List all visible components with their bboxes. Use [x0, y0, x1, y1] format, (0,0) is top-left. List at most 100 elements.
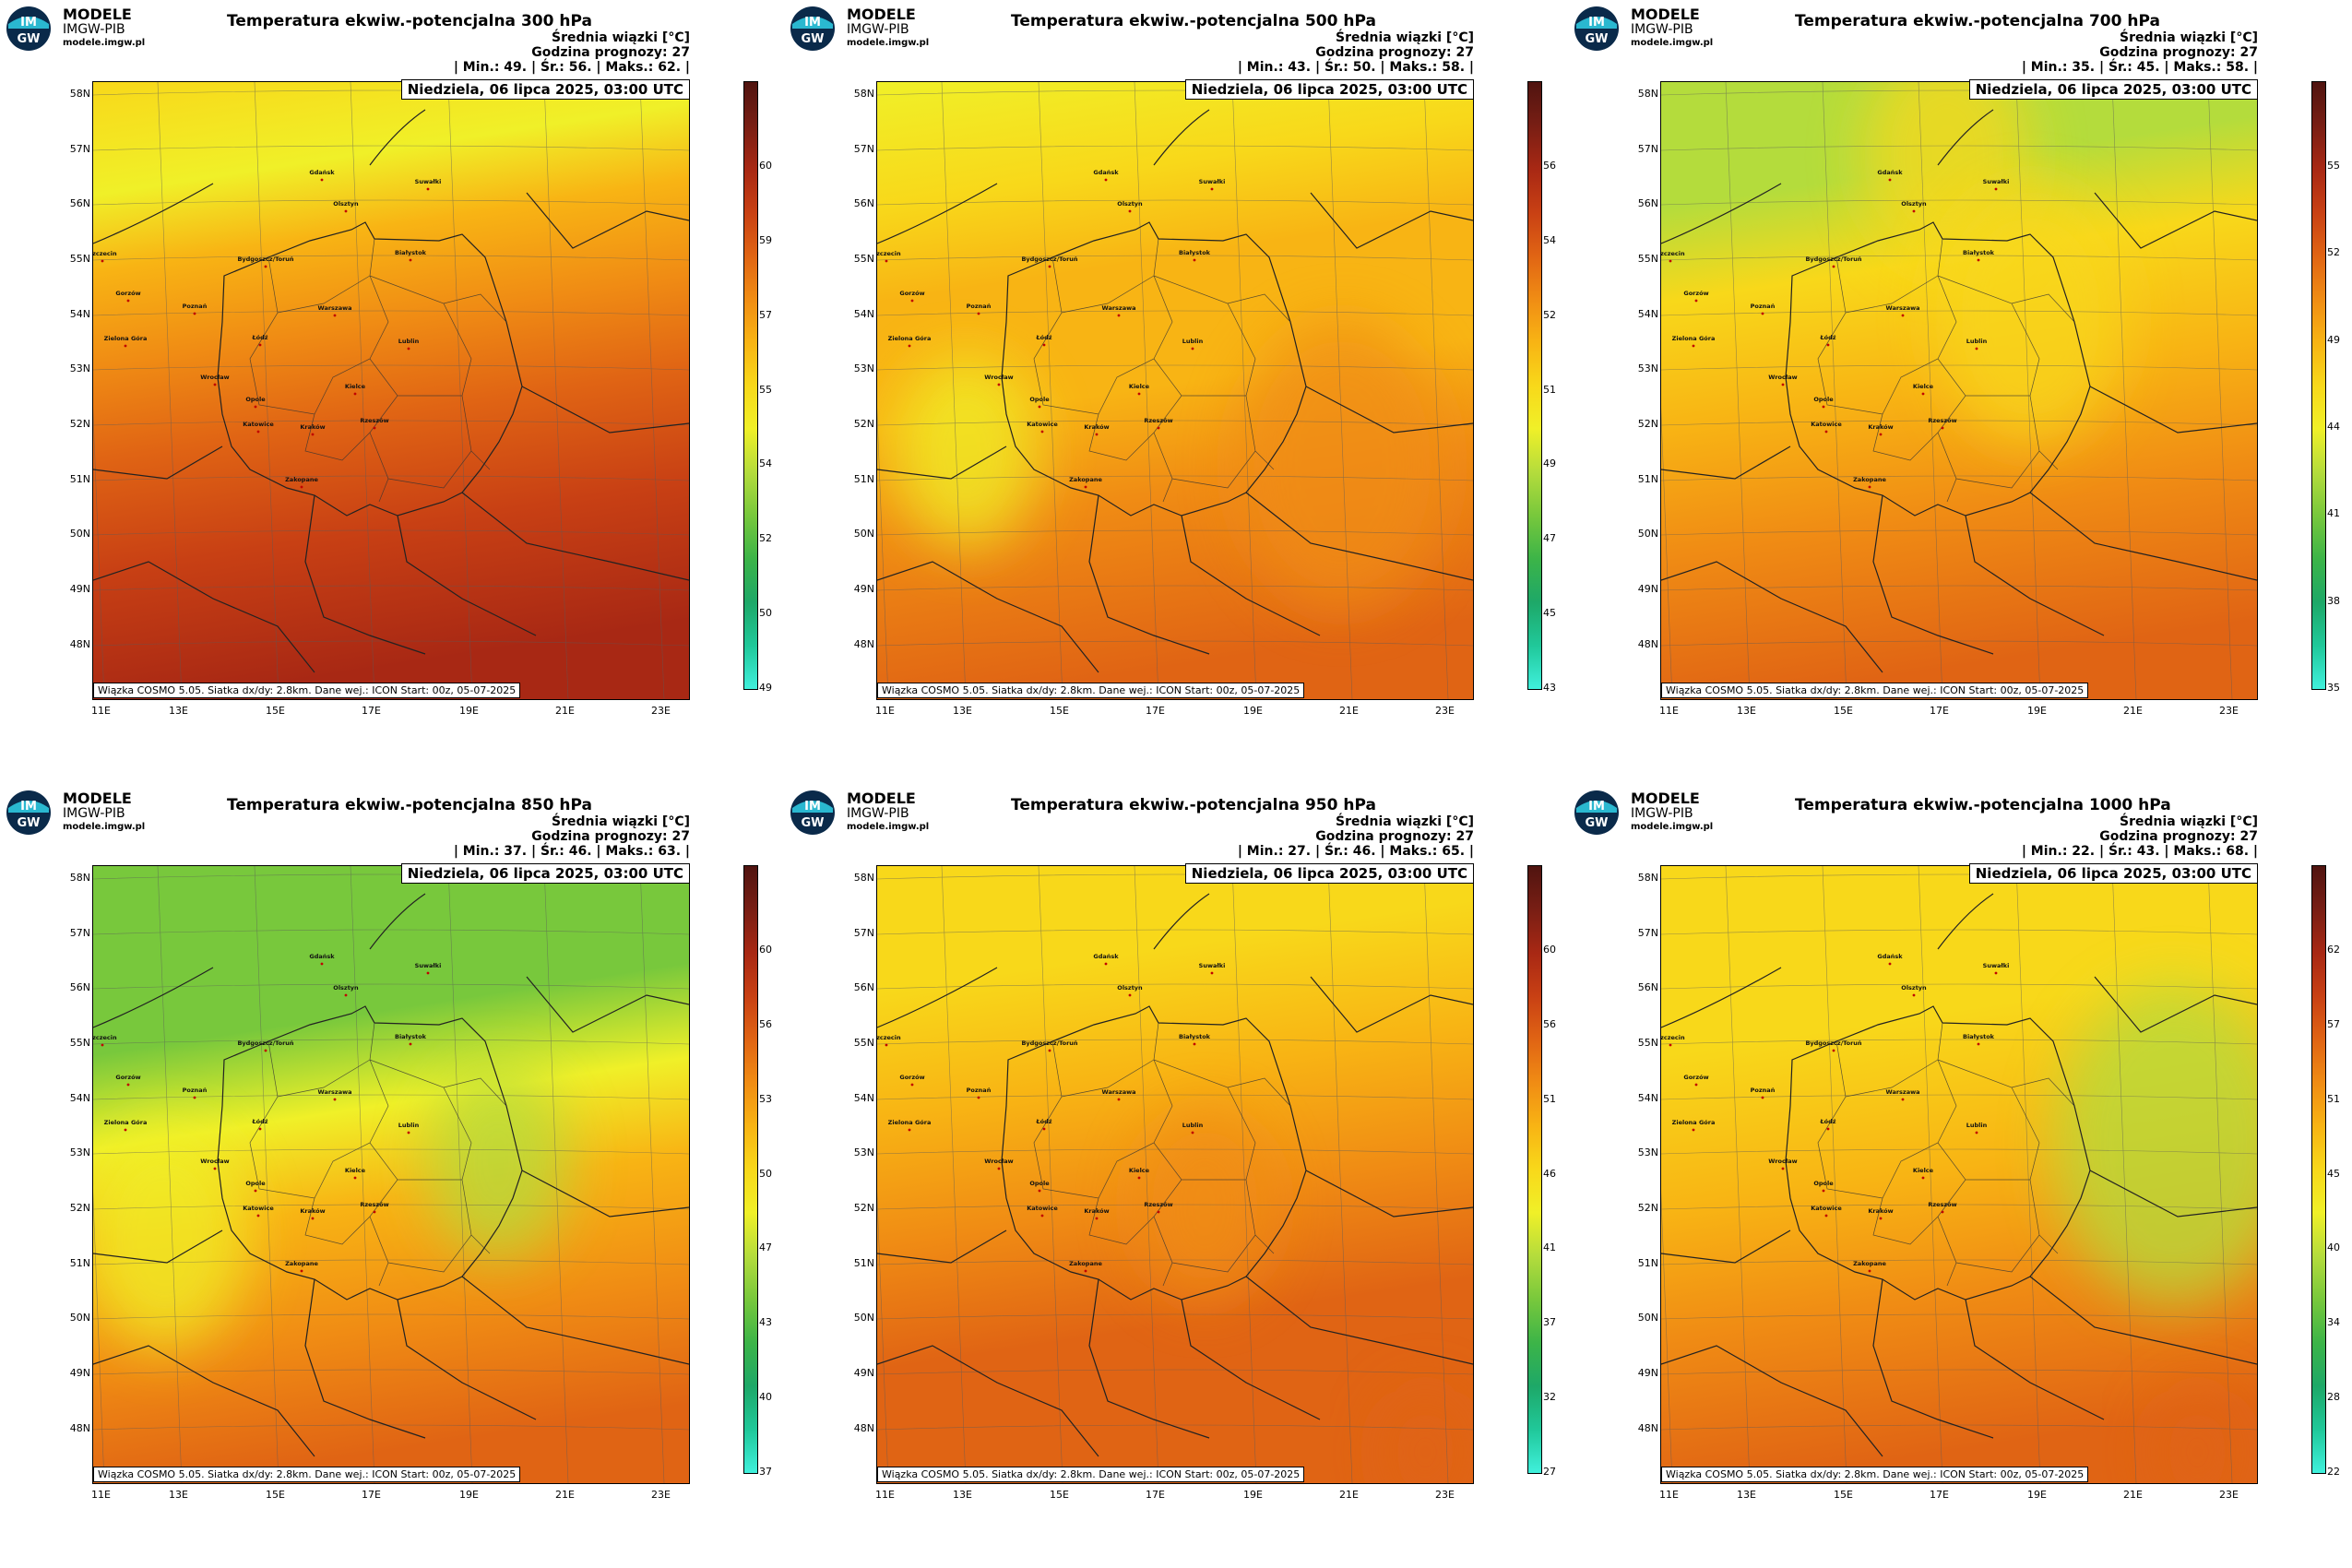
city-label: Bydgoszcz/Toruń	[237, 255, 293, 263]
brand-url: modele.imgw.pl	[847, 38, 930, 48]
panel-title: Temperatura ekwiw.-potencjalna 500 hPa	[1011, 12, 1376, 30]
city-marker	[910, 1083, 914, 1087]
lon-label: 21E	[1339, 705, 1359, 717]
brand-org: IMGW-PIB	[847, 806, 909, 821]
city-label: Olsztyn	[1901, 984, 1927, 992]
forecast-hour: Godzina prognozy: 27	[1315, 829, 1474, 844]
city-label: Gdańsk	[1093, 953, 1119, 960]
colorbar-tick: 45	[2327, 1167, 2340, 1180]
city-label: Warszawa	[318, 1088, 352, 1096]
graticule	[1661, 866, 2257, 1483]
city-label: Poznań	[1751, 303, 1776, 310]
city-marker	[908, 344, 911, 348]
brand-url: modele.imgw.pl	[63, 822, 146, 832]
city-marker	[254, 1189, 257, 1193]
city-marker	[1822, 1189, 1825, 1193]
lat-label: 48N	[69, 638, 90, 650]
stats-line: | Min.: 22. | Śr.: 43. | Maks.: 68. |	[2021, 844, 2258, 859]
city-marker	[1921, 1176, 1925, 1180]
colorbar-tick: 53	[759, 1092, 772, 1105]
panel-6: IM GW MODELE IMGW-PIB modele.imgw.pl Temperat…	[1568, 784, 2352, 1568]
lat-label: 58N	[853, 88, 874, 100]
city-label: Zielona Góra	[1672, 335, 1716, 342]
city-label: Lublin	[1182, 1122, 1204, 1129]
colorbar-tick: 45	[1543, 607, 1556, 620]
city-label: Łódź	[1035, 1118, 1051, 1125]
city-marker	[1137, 1176, 1141, 1180]
lat-label: 51N	[69, 473, 90, 485]
city-label: Zakopane	[285, 1260, 318, 1267]
city-marker	[101, 1043, 104, 1047]
colorbar-tick: 43	[759, 1316, 772, 1329]
colorbar-tick: 52	[759, 532, 772, 545]
city-label: Łódź	[251, 1118, 267, 1125]
country-borders	[877, 109, 1473, 673]
stats-line: | Min.: 49. | Śr.: 56. | Maks.: 62. |	[453, 60, 690, 75]
svg-text:GW: GW	[801, 816, 824, 830]
forecast-hour: Godzina prognozy: 27	[531, 829, 690, 844]
brand-url: modele.imgw.pl	[63, 38, 146, 48]
city-label: Katowice	[1811, 1205, 1842, 1212]
city-label: Warszawa	[318, 304, 352, 312]
graticule	[93, 866, 689, 1483]
city-marker	[409, 1042, 412, 1046]
city-label: Katowice	[1027, 421, 1058, 428]
city-label: Białystok	[1963, 1033, 1995, 1040]
lon-label: 19E	[2027, 1489, 2047, 1501]
city-marker	[256, 430, 260, 434]
colorbar-tick: 38	[2327, 594, 2340, 607]
lat-label: 53N	[69, 362, 90, 374]
lon-label: 21E	[2123, 705, 2143, 717]
lon-label: 17E	[1930, 1489, 1949, 1501]
field-background	[93, 82, 689, 699]
imgw-logo-icon: IM GW	[790, 790, 835, 835]
unit-label: Średnia wiązki [°C]	[1336, 30, 1474, 45]
lat-label: 55N	[853, 1037, 874, 1049]
brand-name: MODELE	[1631, 6, 1700, 23]
colorbar-tick: 59	[759, 233, 772, 246]
panel-4: IM GW MODELE IMGW-PIB modele.imgw.pl Temperat…	[0, 784, 784, 1568]
lat-label: 48N	[1637, 638, 1658, 650]
svg-text:IM: IM	[20, 16, 37, 30]
imgw-logo-icon: IM GW	[790, 6, 835, 51]
colorbar-tick: 55	[2327, 160, 2340, 172]
panel-title: Temperatura ekwiw.-potencjalna 1000 hPa	[1795, 796, 2171, 814]
valid-time: Niedziela, 06 lipca 2025, 03:00 UTC	[1968, 79, 2258, 100]
brand-name: MODELE	[63, 6, 132, 23]
city-label: Zielona Góra	[104, 1119, 148, 1126]
svg-text:GW: GW	[1585, 816, 1608, 830]
lat-label: 58N	[853, 872, 874, 884]
city-marker	[333, 1098, 337, 1101]
city-marker	[1193, 258, 1196, 262]
lat-label: 53N	[853, 362, 874, 374]
country-borders	[1661, 893, 2257, 1457]
stats-line: | Min.: 35. | Śr.: 45. | Maks.: 58. |	[2021, 60, 2258, 75]
field-anomaly	[1935, 188, 2126, 445]
lat-label: 57N	[1637, 927, 1658, 939]
city-label: Gdańsk	[309, 953, 335, 960]
city-marker	[1879, 433, 1883, 436]
svg-text:GW: GW	[17, 816, 40, 830]
city-marker	[1048, 265, 1051, 268]
city-marker	[1117, 314, 1121, 317]
colorbar	[743, 81, 758, 690]
city-marker	[1975, 347, 1978, 350]
brand-url: modele.imgw.pl	[1631, 38, 1714, 48]
lon-label: 17E	[362, 1489, 381, 1501]
brand-name: MODELE	[63, 790, 132, 807]
model-info: Wiązka COSMO 5.05. Siatka dx/dy: 2.8km. …	[877, 1467, 1305, 1482]
city-marker	[101, 259, 104, 263]
lat-label: 58N	[1637, 872, 1658, 884]
lat-label: 52N	[69, 418, 90, 430]
city-marker	[1040, 1214, 1044, 1218]
lat-label: 50N	[1637, 1312, 1658, 1324]
city-label: Rzeszów	[360, 417, 388, 424]
lon-label: 15E	[266, 1489, 285, 1501]
city-label: Opole	[1813, 1180, 1834, 1187]
lat-label: 50N	[853, 528, 874, 540]
temperature-field: Gdańsk Olsztyn Suwałki Szczecin Bydgoszcz/To…	[1661, 82, 2257, 699]
lat-label: 50N	[853, 1312, 874, 1324]
colorbar-tick: 46	[1543, 1167, 1556, 1180]
svg-text:IM: IM	[804, 16, 821, 30]
brand-org: IMGW-PIB	[1631, 22, 1693, 37]
